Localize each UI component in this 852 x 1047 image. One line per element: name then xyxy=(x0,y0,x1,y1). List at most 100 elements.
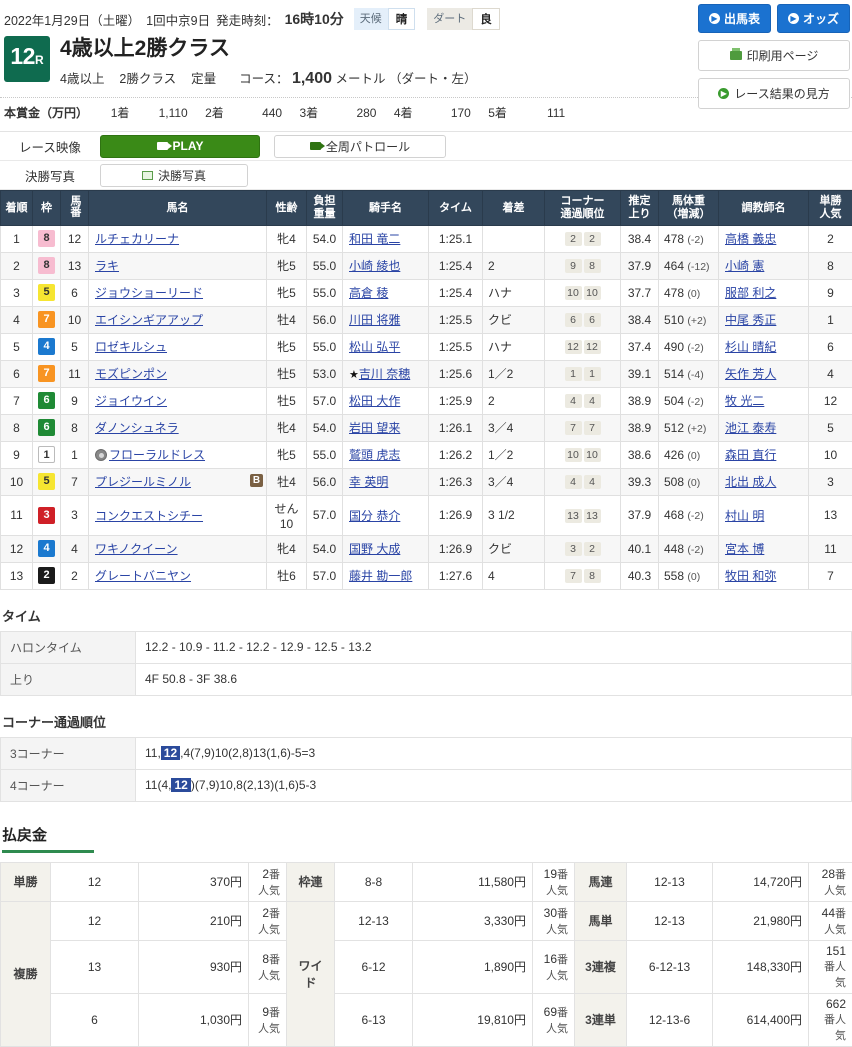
horse-name-link[interactable]: ダノンシュネラ xyxy=(95,421,179,435)
cell-popularity: 30番人気 xyxy=(533,901,575,940)
jockey-link[interactable]: 小崎 綾也 xyxy=(349,259,400,273)
bet-type-label: 馬単 xyxy=(575,901,627,940)
horse-name-link[interactable]: エイシンギアアップ xyxy=(95,313,203,327)
cell-carried-weight: 57.0 xyxy=(307,562,343,589)
jockey-link[interactable]: 鷲頭 虎志 xyxy=(349,448,400,462)
cell-horse-no: 6 xyxy=(61,279,89,306)
cell-horse-name: ルチェカリーナ xyxy=(89,225,267,252)
play-video-button[interactable]: PLAY xyxy=(100,135,260,158)
entries-button[interactable]: ▶ 出馬表 xyxy=(698,4,771,33)
horse-name-link[interactable]: フローラルドレス xyxy=(109,448,205,462)
corner-pos: 13 xyxy=(565,509,582,523)
horse-name-link[interactable]: ジョイウイン xyxy=(95,394,167,408)
cell-amount: 3,330円 xyxy=(413,901,533,940)
horse-name-link[interactable]: ジョウショーリード xyxy=(95,286,203,300)
jockey-link[interactable]: 国分 恭介 xyxy=(349,509,400,523)
corner-pos: 7 xyxy=(565,421,582,435)
corner-pos: 7 xyxy=(565,569,582,583)
prize-amount: 280 xyxy=(324,106,376,120)
race-video-label: レース映像 xyxy=(0,137,100,156)
jockey-link[interactable]: 藤井 勘一郎 xyxy=(349,569,412,583)
page-title: 4歳以上2勝クラス xyxy=(60,36,477,61)
trainer-link[interactable]: 矢作 芳人 xyxy=(725,367,776,381)
blinker-b-badge: B xyxy=(250,474,263,487)
horse-name-link[interactable]: コンクエストシチー xyxy=(95,509,203,523)
cell-rank: 2 xyxy=(1,252,33,279)
corner-pos: 12 xyxy=(584,340,601,354)
print-page-button[interactable]: 印刷用ページ xyxy=(698,40,850,71)
horse-name-link[interactable]: モズピンポン xyxy=(95,367,167,381)
cell-frame: 6 xyxy=(33,387,61,414)
cell-horse-name: ラキ xyxy=(89,252,267,279)
cell-popularity: 2番人気 xyxy=(249,901,287,940)
horse-name-link[interactable]: ロゼキルシュ xyxy=(95,340,167,354)
cell-popularity: 11 xyxy=(809,535,852,562)
weather-badge: 天候 晴 xyxy=(354,8,416,30)
cell-trainer: 高橋 義忠 xyxy=(719,225,809,252)
furlong-time-value: 12.2 - 10.9 - 11.2 - 12.2 - 12.9 - 12.5 … xyxy=(136,631,852,663)
cell-margin: クビ xyxy=(483,306,545,333)
cell-jockey: 国野 大成 xyxy=(343,535,429,562)
jockey-link[interactable]: 岩田 望来 xyxy=(349,421,400,435)
trainer-link[interactable]: 森田 直行 xyxy=(725,448,776,462)
patrol-video-button[interactable]: 全周パトロール xyxy=(274,135,446,158)
cell-popularity: 5 xyxy=(809,414,852,441)
how-to-read-button[interactable]: ▶ レース結果の見方 xyxy=(698,78,850,109)
trainer-link[interactable]: 服部 利之 xyxy=(725,286,776,300)
frame-number-badge: 5 xyxy=(38,284,55,301)
cell-margin: 1／2 xyxy=(483,360,545,387)
cell-margin: 3／4 xyxy=(483,414,545,441)
cell-horse-no: 5 xyxy=(61,333,89,360)
condition-class: 2勝クラス xyxy=(119,72,176,86)
trainer-link[interactable]: 北出 成人 xyxy=(725,475,776,489)
finish-photo-button[interactable]: 決勝写真 xyxy=(100,164,248,187)
jockey-link[interactable]: 国野 大成 xyxy=(349,542,400,556)
cell-time: 1:26.9 xyxy=(429,495,483,535)
trainer-link[interactable]: 小崎 憲 xyxy=(725,259,764,273)
trainer-link[interactable]: 村山 明 xyxy=(725,509,764,523)
cell-combination: 8-8 xyxy=(335,862,413,901)
jockey-link[interactable]: 松田 大作 xyxy=(349,394,400,408)
trainer-link[interactable]: 池江 泰寿 xyxy=(725,421,776,435)
horse-name-link[interactable]: グレートバニヤン xyxy=(95,569,191,583)
trainer-link[interactable]: 牧 光二 xyxy=(725,394,764,408)
odds-button[interactable]: ▶ オッズ xyxy=(777,4,850,33)
corner-3-label: 3コーナー xyxy=(1,737,136,769)
cell-horse-name: モズピンポン xyxy=(89,360,267,387)
horse-name-link[interactable]: ワキノクイーン xyxy=(95,542,178,556)
cell-trainer: 森田 直行 xyxy=(719,441,809,468)
cell-combination: 12 xyxy=(51,901,139,940)
jockey-link[interactable]: 幸 英明 xyxy=(349,475,388,489)
cell-sex-age: 牡4 xyxy=(267,306,307,333)
cell-trainer: 牧田 和弥 xyxy=(719,562,809,589)
trainer-link[interactable]: 宮本 博 xyxy=(725,542,764,556)
course-label: コース： xyxy=(239,72,288,86)
frame-number-badge: 4 xyxy=(38,540,55,557)
horse-name-link[interactable]: プレジールミノル xyxy=(95,475,191,489)
cell-frame: 6 xyxy=(33,414,61,441)
cell-jockey: 川田 将雅 xyxy=(343,306,429,333)
trainer-link[interactable]: 高橋 義忠 xyxy=(725,232,776,246)
payouts-heading: 払戻金 xyxy=(2,824,852,845)
trainer-link[interactable]: 杉山 晴紀 xyxy=(725,340,776,354)
cell-jockey: 幸 英明 xyxy=(343,468,429,495)
cell-horse-no: 3 xyxy=(61,495,89,535)
trainer-link[interactable]: 中尾 秀正 xyxy=(725,313,776,327)
jockey-link[interactable]: 和田 竜二 xyxy=(349,232,400,246)
race-header: 2022年1月29日（土曜） 1回中京9日 発走時刻： 16時10分 天候 晴 … xyxy=(0,0,852,121)
jockey-link[interactable]: 吉川 奈穂 xyxy=(359,367,410,381)
horse-name-link[interactable]: ルチェカリーナ xyxy=(95,232,179,246)
cell-popularity: 69番人気 xyxy=(533,993,575,1046)
blinker-icon xyxy=(95,449,107,461)
trainer-link[interactable]: 牧田 和弥 xyxy=(725,569,776,583)
cell-frame: 8 xyxy=(33,225,61,252)
race-number-badge: 12 R xyxy=(4,36,50,82)
jockey-link[interactable]: 高倉 稜 xyxy=(349,286,388,300)
horse-weight-delta: (-2) xyxy=(687,342,703,354)
jockey-link[interactable]: 松山 弘平 xyxy=(349,340,400,354)
frame-number-badge: 6 xyxy=(38,419,55,436)
horse-weight-delta: (-2) xyxy=(687,544,703,556)
jockey-link[interactable]: 川田 将雅 xyxy=(349,313,400,327)
horse-name-link[interactable]: ラキ xyxy=(95,259,119,273)
